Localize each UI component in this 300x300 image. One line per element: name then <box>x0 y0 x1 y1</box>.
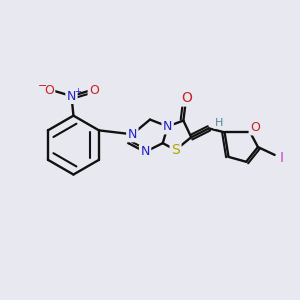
Text: N: N <box>163 120 172 133</box>
Text: N: N <box>67 89 76 103</box>
Text: O: O <box>181 91 192 105</box>
Text: N: N <box>140 146 150 158</box>
Text: S: S <box>171 143 180 157</box>
Text: −: − <box>38 81 48 91</box>
Text: O: O <box>44 84 54 97</box>
Text: N: N <box>128 128 137 141</box>
Text: H: H <box>214 118 223 128</box>
Text: O: O <box>89 84 99 97</box>
Text: O: O <box>250 121 260 134</box>
Text: I: I <box>280 151 284 165</box>
Text: +: + <box>74 87 81 96</box>
